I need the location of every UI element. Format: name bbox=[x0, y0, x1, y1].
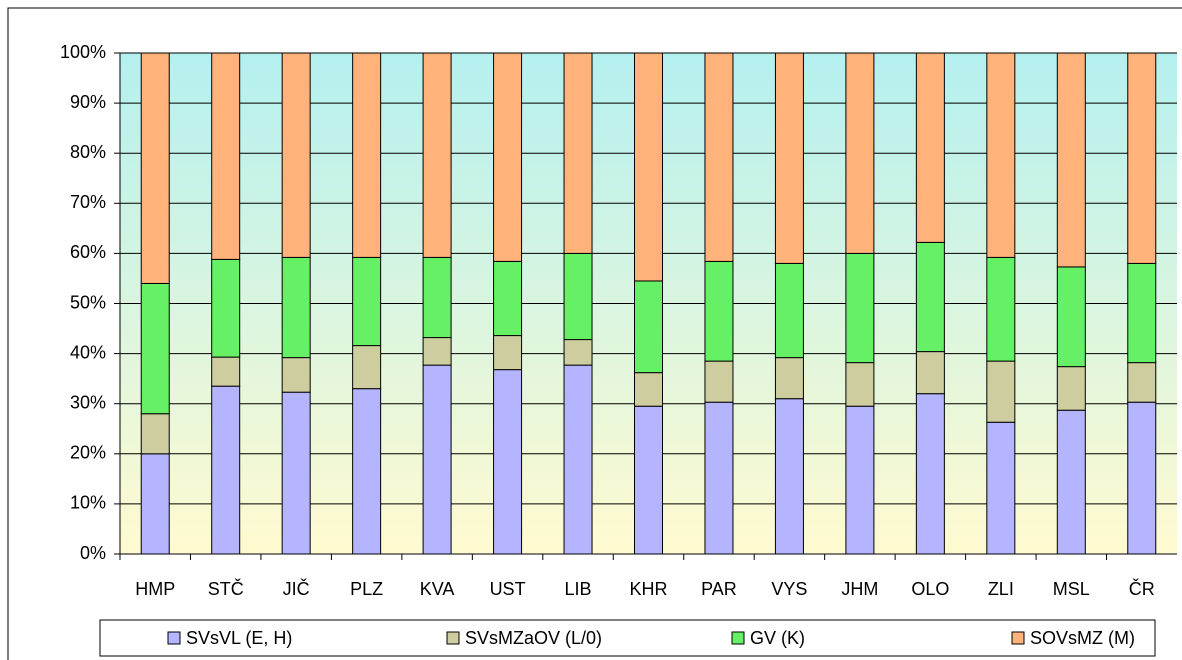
bar-segment bbox=[493, 335, 523, 371]
bar-segment bbox=[704, 401, 734, 555]
bar-segment bbox=[422, 364, 452, 555]
x-tick-label: OLO bbox=[911, 579, 949, 599]
bar-segment bbox=[352, 52, 382, 258]
bar-segment bbox=[915, 351, 945, 395]
x-tick-label: PLZ bbox=[350, 579, 383, 599]
y-tick-label: 20% bbox=[70, 443, 106, 463]
legend-swatch bbox=[731, 631, 745, 645]
bar-segment bbox=[634, 405, 663, 555]
bar-segment bbox=[493, 260, 523, 337]
bar-segment bbox=[986, 421, 1016, 555]
legend-swatch bbox=[167, 631, 181, 645]
x-tick-label: VYS bbox=[771, 579, 807, 599]
bar-segment bbox=[915, 241, 945, 353]
bar-segment bbox=[845, 405, 875, 555]
bar-segment bbox=[281, 391, 311, 555]
bar-segment bbox=[140, 453, 170, 555]
x-tick-label: KHR bbox=[629, 579, 667, 599]
bar-segment bbox=[986, 52, 1016, 258]
legend-label: SOVsMZ (M) bbox=[1030, 628, 1135, 648]
bar-segment bbox=[211, 258, 241, 358]
bar-segment bbox=[352, 345, 382, 390]
y-tick-label: 0% bbox=[80, 543, 106, 563]
bar-segment bbox=[634, 280, 663, 374]
y-tick-label: 10% bbox=[70, 493, 106, 513]
bar-segment bbox=[422, 337, 452, 366]
bar-segment bbox=[140, 52, 170, 284]
legend-label: SVsMZaOV (L/0) bbox=[465, 628, 602, 648]
y-tick-label: 40% bbox=[70, 342, 106, 362]
x-tick-label: LIB bbox=[565, 579, 592, 599]
x-tick-label: MSL bbox=[1053, 579, 1090, 599]
bar-segment bbox=[774, 398, 804, 555]
bar-segment bbox=[563, 52, 593, 254]
bar-segment bbox=[1127, 401, 1157, 555]
bar-segment bbox=[422, 256, 452, 339]
bar-segment bbox=[704, 260, 734, 362]
bar-segment bbox=[563, 364, 593, 555]
bar-segment bbox=[1127, 262, 1157, 364]
y-tick-label: 80% bbox=[70, 142, 106, 162]
bar-segment bbox=[704, 52, 734, 262]
bar-segment bbox=[422, 52, 452, 258]
legend-label: GV (K) bbox=[750, 628, 805, 648]
bar-segment bbox=[352, 256, 382, 347]
bar-segment bbox=[845, 52, 875, 254]
x-tick-label: ČR bbox=[1129, 578, 1155, 599]
x-tick-label: STČ bbox=[208, 578, 244, 599]
bar-segment bbox=[211, 385, 241, 555]
x-tick-label: UST bbox=[490, 579, 526, 599]
bar-segment bbox=[211, 52, 241, 260]
legend-label: SVsVL (E, H) bbox=[186, 628, 292, 648]
bar-segment bbox=[1056, 409, 1086, 555]
bar-segment bbox=[915, 52, 945, 243]
x-tick-label: JHM bbox=[841, 579, 878, 599]
bar-segment bbox=[352, 388, 382, 555]
bar-segment bbox=[774, 262, 804, 359]
bar-segment bbox=[845, 252, 875, 364]
legend-swatch bbox=[446, 631, 460, 645]
bar-segment bbox=[1056, 266, 1086, 368]
bar-segment bbox=[1127, 52, 1157, 264]
bar-segment bbox=[774, 357, 804, 400]
bar-segment bbox=[281, 357, 311, 393]
x-tick-label: HMP bbox=[135, 579, 175, 599]
bar-segment bbox=[704, 360, 734, 403]
bar-segment bbox=[774, 52, 804, 264]
x-tick-label: JIČ bbox=[283, 578, 310, 599]
bar-segment bbox=[986, 360, 1016, 423]
bar-segment bbox=[845, 362, 875, 407]
bar-segment bbox=[1056, 52, 1086, 268]
bar-segment bbox=[493, 369, 523, 555]
y-tick-label: 60% bbox=[70, 242, 106, 262]
y-tick-label: 100% bbox=[60, 42, 106, 62]
x-tick-label: KVA bbox=[420, 579, 455, 599]
bar-segment bbox=[986, 256, 1016, 362]
bar-segment bbox=[211, 356, 241, 387]
bar-segment bbox=[493, 52, 523, 262]
bar-segment bbox=[140, 413, 170, 455]
y-tick-label: 90% bbox=[70, 92, 106, 112]
bar-segment bbox=[1056, 366, 1086, 411]
bar-segment bbox=[281, 52, 311, 258]
bar-segment bbox=[634, 372, 663, 407]
bar-segment bbox=[563, 339, 593, 366]
bar-segment bbox=[915, 393, 945, 555]
y-tick-label: 70% bbox=[70, 192, 106, 212]
y-tick-label: 30% bbox=[70, 392, 106, 412]
y-tick-label: 50% bbox=[70, 292, 106, 312]
bar-segment bbox=[281, 256, 311, 359]
x-tick-label: PAR bbox=[701, 579, 737, 599]
chart-border bbox=[7, 7, 1182, 660]
legend-box bbox=[99, 619, 1156, 657]
legend-swatch bbox=[1011, 631, 1025, 645]
bar-segment bbox=[140, 282, 170, 415]
bar-segment bbox=[1127, 362, 1157, 403]
x-tick-label: ZLI bbox=[988, 579, 1014, 599]
bar-segment bbox=[563, 252, 593, 341]
bar-segment bbox=[634, 52, 663, 282]
